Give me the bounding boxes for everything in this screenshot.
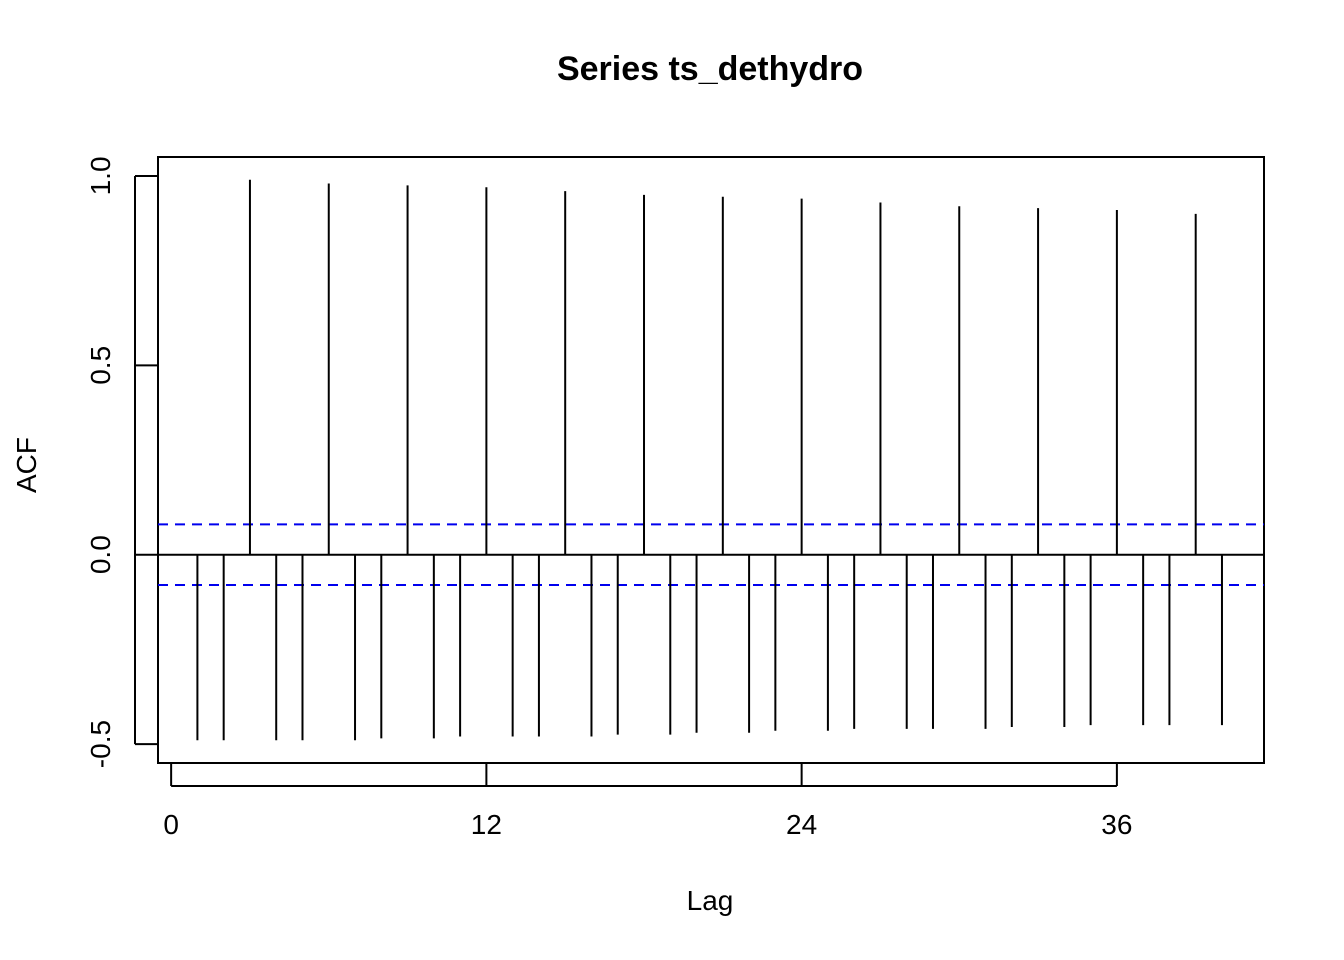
y-tick-label: 0.5 xyxy=(85,346,116,385)
chart-title: Series ts_dethydro xyxy=(557,50,863,88)
x-tick-label: 0 xyxy=(163,809,179,840)
plot-frame xyxy=(157,156,1265,764)
x-axis: 0 12 24 36 xyxy=(163,764,1132,840)
x-tick-label: 12 xyxy=(471,809,502,840)
y-tick-label: 1.0 xyxy=(85,156,116,195)
y-axis: -0.5 0.0 0.5 1.0 xyxy=(85,156,157,768)
x-tick-label: 24 xyxy=(786,809,817,840)
acf-bars xyxy=(196,179,1223,741)
x-tick-label: 36 xyxy=(1101,809,1132,840)
x-axis-label: Lag xyxy=(687,885,734,916)
confidence-bounds xyxy=(158,523,1264,586)
y-axis-label: ACF xyxy=(11,437,42,493)
y-tick-label: -0.5 xyxy=(85,720,116,768)
y-tick-label: 0.0 xyxy=(85,535,116,574)
